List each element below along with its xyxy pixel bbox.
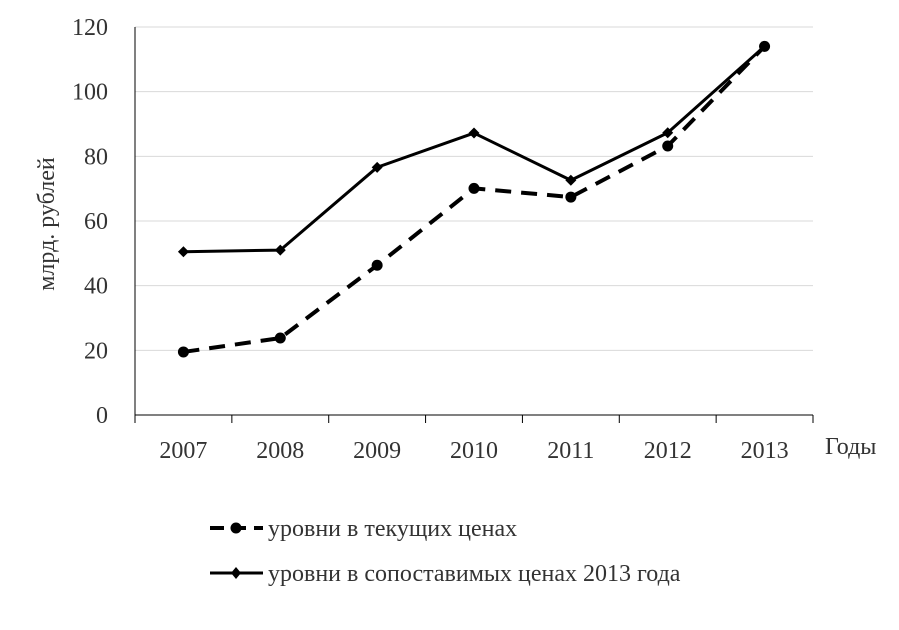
y-tick-label: 20 [84, 338, 108, 364]
legend-label-0: уровни в текущих ценах [268, 516, 517, 542]
x-axis-label: Годы [825, 434, 876, 460]
data-point [662, 127, 674, 139]
x-tick-label: 2008 [256, 438, 304, 464]
x-tick-labels: 2007 2008 2009 2010 2011 2012 2013 [159, 438, 788, 464]
x-tick-label: 2010 [450, 438, 498, 464]
x-tick-label: 2013 [741, 438, 789, 464]
y-axis-label: млрд. рублей [34, 157, 60, 291]
data-point [177, 246, 189, 258]
data-point [565, 174, 577, 186]
data-point [662, 140, 674, 152]
x-tick-label: 2012 [644, 438, 692, 464]
legend: уровни в текущих ценах уровни в сопостав… [210, 516, 681, 587]
data-point [274, 244, 286, 256]
axes [134, 27, 814, 423]
data-point [371, 161, 383, 173]
legend-marker-1 [231, 567, 241, 579]
y-tick-label: 0 [96, 403, 108, 429]
legend-marker-0 [230, 522, 242, 534]
y-tick-label: 100 [72, 80, 108, 106]
data-point [468, 182, 480, 194]
x-tick-label: 2007 [159, 438, 207, 464]
y-tick-labels: 0 20 40 60 80 100 120 [72, 15, 108, 429]
y-tick-label: 80 [84, 144, 108, 170]
y-tick-label: 40 [84, 274, 108, 300]
data-point [759, 40, 771, 52]
data-point [177, 346, 189, 358]
data-point [274, 332, 286, 344]
gridlines [135, 26, 813, 351]
series-0 [177, 40, 771, 358]
y-tick-label: 120 [72, 15, 108, 41]
x-tick-label: 2009 [353, 438, 401, 464]
series [177, 40, 771, 358]
legend-label-1: уровни в сопоставимых ценах 2013 года [268, 561, 681, 587]
series-1 [177, 40, 771, 258]
data-point [565, 191, 577, 203]
legend-item-0: уровни в текущих ценах [210, 516, 517, 542]
x-tick-label: 2011 [547, 438, 594, 464]
y-tick-label: 60 [84, 209, 108, 235]
data-point [468, 127, 480, 139]
data-point [371, 259, 383, 271]
series-line-0 [183, 45, 767, 354]
legend-item-1: уровни в сопоставимых ценах 2013 года [210, 561, 681, 587]
